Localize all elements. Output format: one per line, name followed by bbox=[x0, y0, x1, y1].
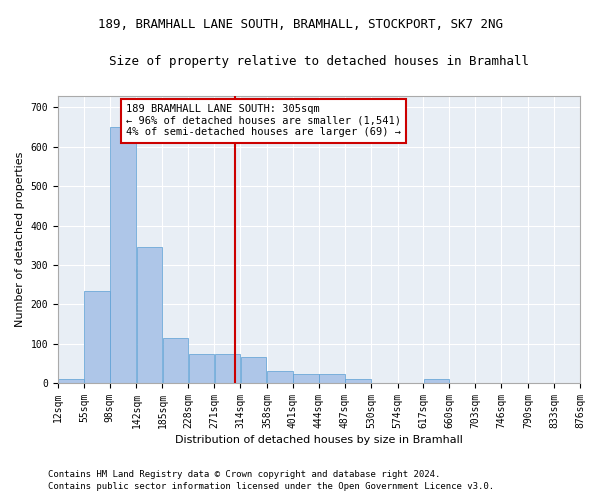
X-axis label: Distribution of detached houses by size in Bramhall: Distribution of detached houses by size … bbox=[175, 435, 463, 445]
Bar bbox=[215, 354, 240, 383]
Text: 189 BRAMHALL LANE SOUTH: 305sqm
← 96% of detached houses are smaller (1,541)
4% : 189 BRAMHALL LANE SOUTH: 305sqm ← 96% of… bbox=[126, 104, 401, 138]
Bar bbox=[84, 291, 110, 383]
Title: Size of property relative to detached houses in Bramhall: Size of property relative to detached ho… bbox=[109, 55, 529, 68]
Text: Contains public sector information licensed under the Open Government Licence v3: Contains public sector information licen… bbox=[48, 482, 494, 491]
Bar bbox=[267, 372, 293, 383]
Bar bbox=[241, 358, 266, 383]
Text: 189, BRAMHALL LANE SOUTH, BRAMHALL, STOCKPORT, SK7 2NG: 189, BRAMHALL LANE SOUTH, BRAMHALL, STOC… bbox=[97, 18, 503, 30]
Bar bbox=[110, 127, 136, 383]
Bar bbox=[345, 379, 371, 383]
Bar bbox=[188, 354, 214, 383]
Y-axis label: Number of detached properties: Number of detached properties bbox=[15, 152, 25, 327]
Bar bbox=[424, 379, 449, 383]
Text: Contains HM Land Registry data © Crown copyright and database right 2024.: Contains HM Land Registry data © Crown c… bbox=[48, 470, 440, 479]
Bar bbox=[58, 379, 84, 383]
Bar bbox=[293, 374, 319, 383]
Bar bbox=[163, 338, 188, 383]
Bar bbox=[137, 247, 162, 383]
Bar bbox=[319, 374, 345, 383]
